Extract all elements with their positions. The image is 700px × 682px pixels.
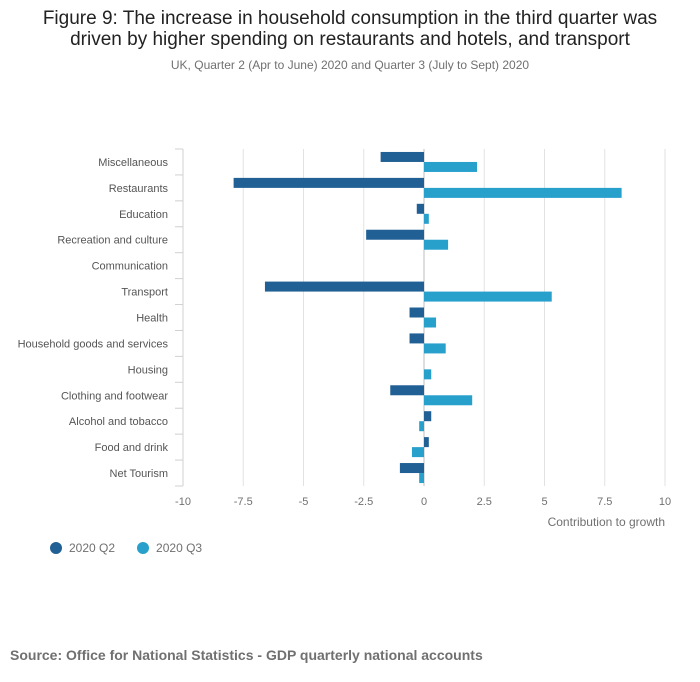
- x-tick-label: -5: [299, 496, 309, 508]
- chart-subtitle: UK, Quarter 2 (Apr to June) 2020 and Qua…: [170, 58, 530, 72]
- bar-q3-6: [424, 317, 437, 328]
- legend-dot-q2: [50, 542, 62, 554]
- legend-label-q3: 2020 Q3: [156, 541, 203, 555]
- bar-q2-11: [424, 437, 429, 448]
- category-label: Recreation and culture: [57, 235, 168, 247]
- bar-q2-5: [264, 281, 424, 292]
- legend-dot-q3: [137, 542, 150, 554]
- bar-q2-12: [399, 463, 424, 474]
- bar-q2-7: [409, 333, 424, 344]
- bar-q3-8: [424, 369, 432, 380]
- category-label: Alcohol and tobacco: [69, 416, 168, 428]
- bar-q3-2: [424, 213, 429, 224]
- legend-item-q3[interactable]: 2020 Q3: [137, 541, 202, 555]
- category-label: Housing: [128, 364, 168, 376]
- x-tick-label: 5: [541, 496, 547, 508]
- category-label: Communication: [92, 261, 168, 273]
- legend-label-q2: 2020 Q2: [69, 541, 116, 555]
- bar-q2-1: [233, 177, 424, 188]
- chart-title-line-1: Figure 9: The increase in household cons…: [42, 8, 658, 29]
- category-label: Restaurants: [109, 183, 169, 195]
- x-tick-label: 0: [421, 496, 427, 508]
- bar-q3-10: [419, 421, 424, 432]
- bar-q2-10: [424, 411, 432, 422]
- bar-q3-5: [424, 291, 552, 302]
- x-tick-label: 2.5: [477, 496, 492, 508]
- x-tick-label: -2.5: [354, 496, 373, 508]
- chart-title: Figure 9: The increase in household cons…: [0, 8, 700, 50]
- bar-q3-0: [424, 161, 478, 172]
- bar-q3-9: [424, 395, 473, 406]
- category-label: Miscellaneous: [98, 157, 168, 169]
- x-tick-label: 10: [659, 496, 671, 508]
- legend: 2020 Q2 2020 Q3: [50, 541, 202, 555]
- category-label: Transport: [121, 287, 168, 299]
- category-label: Food and drink: [95, 442, 169, 454]
- bar-q3-11: [411, 447, 424, 458]
- x-axis-title: Contribution to growth: [548, 515, 665, 529]
- category-label: Net Tourism: [110, 468, 168, 480]
- category-label: Household goods and services: [18, 338, 169, 350]
- bar-q2-0: [380, 151, 424, 162]
- chart-title-line-2: driven by higher spending on restaurants…: [70, 29, 630, 50]
- x-tick-label: 7.5: [597, 496, 612, 508]
- x-tick-label: -7.5: [234, 496, 253, 508]
- source-note: Source: Office for National Statistics -…: [10, 647, 483, 663]
- bar-q2-9: [390, 385, 424, 396]
- bar-q2-2: [416, 203, 424, 214]
- bar-q3-3: [424, 239, 449, 250]
- bar-q3-12: [419, 473, 424, 484]
- category-label: Clothing and footwear: [61, 390, 168, 402]
- category-label: Education: [119, 209, 168, 221]
- bar-q2-3: [366, 229, 424, 240]
- bar-q2-6: [409, 307, 424, 318]
- bar-q3-7: [424, 343, 446, 354]
- category-label: Health: [136, 313, 168, 325]
- x-tick-label: -10: [175, 496, 191, 508]
- legend-item-q2[interactable]: 2020 Q2: [50, 541, 115, 555]
- bar-q3-1: [424, 187, 622, 198]
